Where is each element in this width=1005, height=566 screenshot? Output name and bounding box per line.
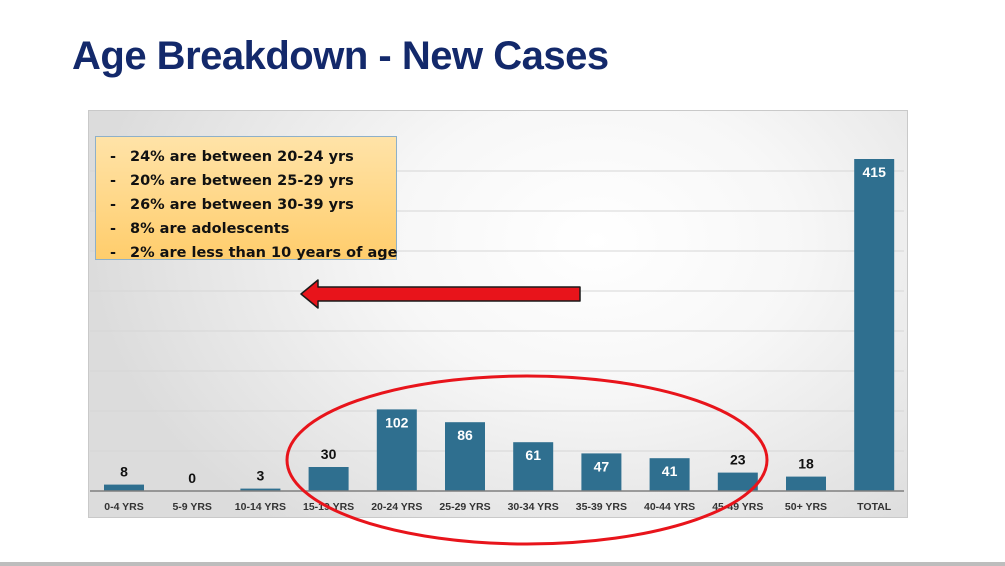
x-tick-label: 20-24 YRS	[371, 501, 422, 513]
data-label: 23	[730, 452, 746, 468]
bar	[717, 472, 758, 491]
slide-title: Age Breakdown - New Cases	[72, 34, 609, 78]
callout-item: -2% are less than 10 years of age	[110, 245, 398, 261]
data-label: 18	[798, 456, 814, 472]
data-labels: 8 0 3 30 102 86 61 47 41 23 18 415	[120, 164, 886, 486]
x-tick-label: 0-4 YRS	[104, 501, 144, 513]
bars	[104, 159, 895, 491]
x-tick-label: 30-34 YRS	[508, 501, 559, 513]
x-tick-label: 45-49 YRS	[712, 501, 763, 513]
data-label: 41	[662, 463, 678, 479]
callout-item-text: 24% are between 20-24 yrs	[130, 149, 354, 165]
bar	[240, 488, 281, 491]
footer-divider	[0, 562, 1005, 566]
annotation-arrow	[300, 279, 581, 309]
bar	[649, 458, 690, 491]
x-tick-label: 40-44 YRS	[644, 501, 695, 513]
bar	[308, 467, 349, 491]
bar	[786, 476, 826, 491]
callout-list: -24% are between 20-24 yrs -20% are betw…	[110, 145, 398, 265]
callout-box: -24% are between 20-24 yrs -20% are betw…	[95, 136, 397, 261]
x-tick-label: TOTAL	[857, 501, 892, 513]
x-tick-label: 35-39 YRS	[576, 501, 627, 513]
data-label: 0	[188, 470, 196, 486]
data-label: 102	[385, 414, 409, 430]
callout-item: -24% are between 20-24 yrs	[110, 149, 354, 165]
x-tick-label: 5-9 YRS	[172, 501, 212, 513]
callout-item-text: 2% are less than 10 years of age	[130, 245, 398, 261]
bar	[376, 409, 417, 491]
data-label: 415	[863, 164, 887, 180]
data-label: 30	[321, 446, 337, 462]
bar	[581, 453, 622, 491]
data-label: 3	[257, 468, 265, 484]
x-tick-label: 10-14 YRS	[235, 501, 286, 513]
callout-item-text: 20% are between 25-29 yrs	[130, 173, 354, 189]
x-tick-label: 25-29 YRS	[439, 501, 490, 513]
bar	[854, 159, 895, 491]
bar	[445, 422, 485, 491]
data-label: 47	[594, 458, 610, 474]
x-tick-label: 50+ YRS	[785, 501, 827, 513]
x-tick-labels: 0-4 YRS 5-9 YRS 10-14 YRS 15-19 YRS 20-24 YR…	[104, 501, 892, 513]
bar	[104, 484, 144, 491]
callout-item: -8% are adolescents	[110, 221, 290, 237]
callout-item-text: 8% are adolescents	[130, 221, 290, 237]
data-label: 61	[525, 447, 541, 463]
data-label: 86	[457, 427, 473, 443]
callout-item-text: 26% are between 30-39 yrs	[130, 197, 354, 213]
callout-item: -26% are between 30-39 yrs	[110, 197, 354, 213]
data-label: 8	[120, 464, 128, 480]
bar	[513, 442, 554, 491]
annotation-ellipse	[285, 374, 769, 546]
callout-item: -20% are between 25-29 yrs	[110, 173, 354, 189]
